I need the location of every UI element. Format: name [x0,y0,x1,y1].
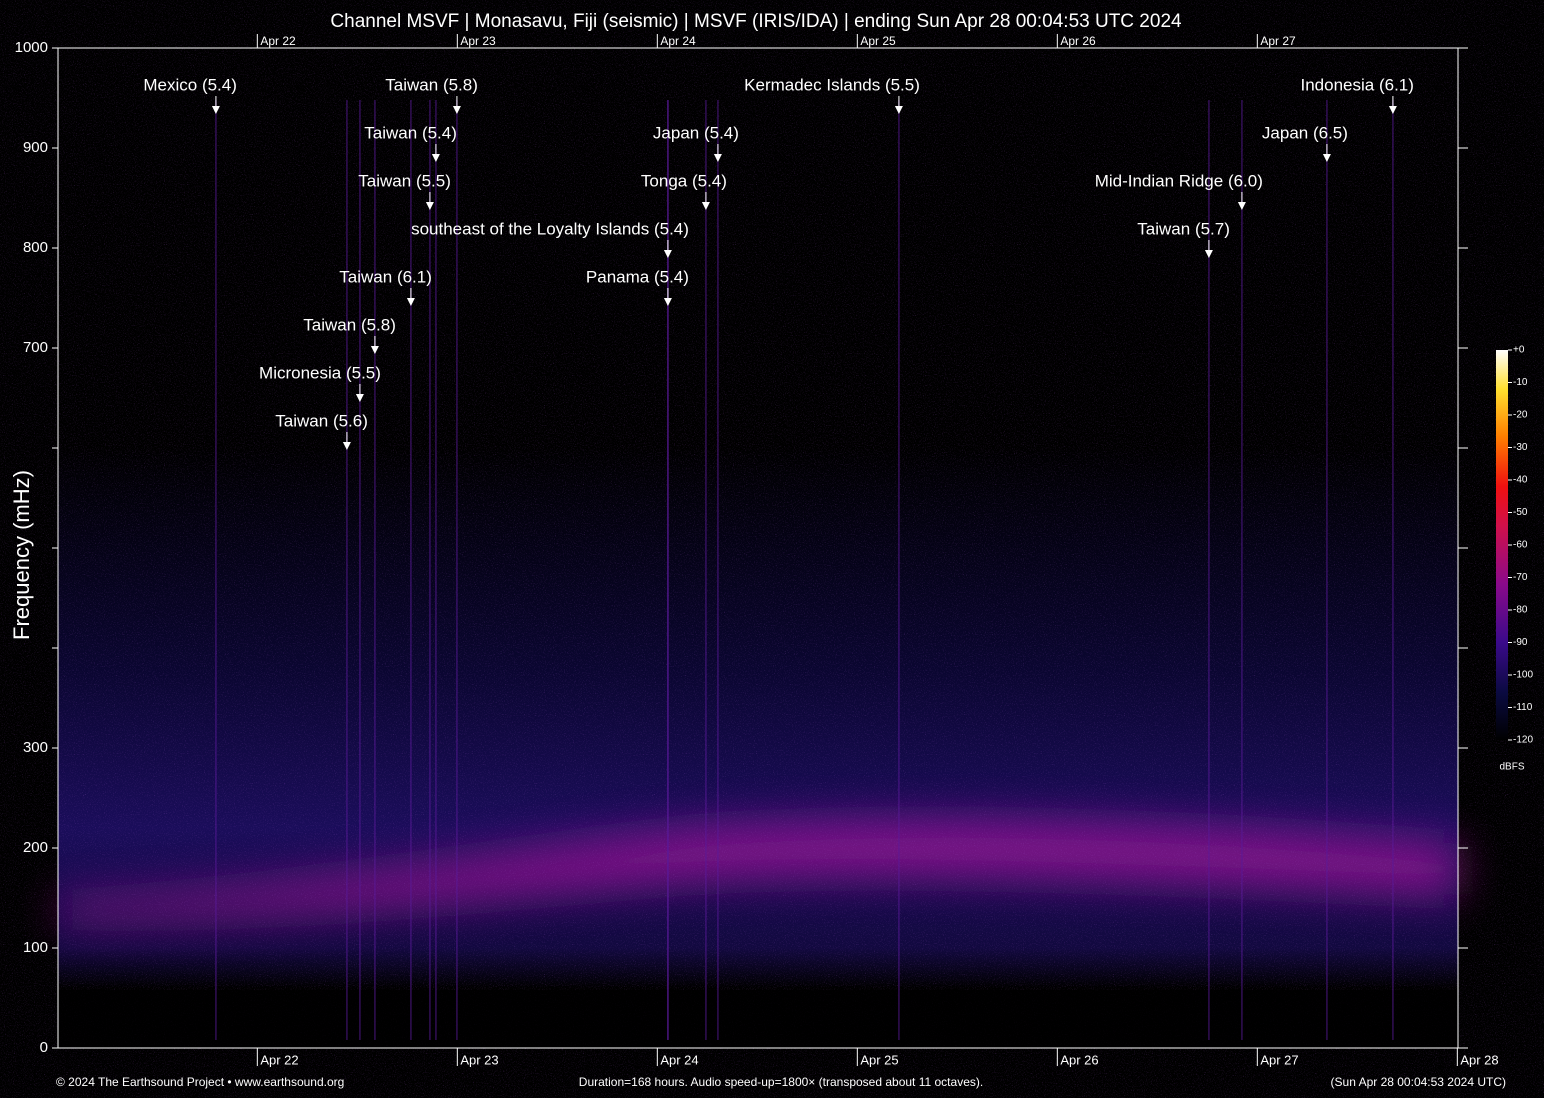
annotation-arrowhead [1237,202,1246,210]
annotation-arrowhead [663,250,672,258]
colorbar-tick-label: -120 [1513,735,1533,746]
annotation-label: Micronesia (5.5) [259,363,381,382]
x-tick-label-top: Apr 26 [1060,34,1096,48]
x-tick-label-top: Apr 25 [860,34,896,48]
x-tick-label: Apr 25 [860,1052,898,1067]
x-tick-label: Apr 26 [1060,1052,1098,1067]
annotation-label: Taiwan (5.6) [275,411,368,430]
annotation-arrowhead [663,298,672,306]
annotation-label: Indonesia (6.1) [1301,75,1414,94]
x-tick-label-top: Apr 22 [260,34,296,48]
annotation-label: Mid-Indian Ridge (6.0) [1095,171,1263,190]
y-tick-label: 200 [23,839,48,856]
footer-center: Duration=168 hours. Audio speed-up=1800×… [579,1075,983,1089]
x-tick-label: Apr 27 [1260,1052,1298,1067]
colorbar-tick-label: -70 [1513,572,1528,583]
spectrogram-background [58,48,1458,1048]
annotation-arrowhead [1388,106,1397,114]
y-tick-label: 300 [23,739,48,756]
x-tick-label-top: Apr 23 [460,34,496,48]
colorbar-tick-label: -100 [1513,670,1533,681]
annotation-label: Taiwan (5.8) [303,315,396,334]
annotation-arrowhead [1204,250,1213,258]
y-tick-label: 800 [23,239,48,256]
colorbar-tick-label: -20 [1513,410,1528,421]
colorbar-tick-label: -50 [1513,507,1528,518]
x-tick-label: Apr 28 [1460,1052,1498,1067]
annotation-arrowhead [431,154,440,162]
annotation-arrowhead [370,346,379,354]
annotation-arrowhead [342,442,351,450]
colorbar-tick-label: -10 [1513,377,1528,388]
footer-right: (Sun Apr 28 00:04:53 2024 UTC) [1331,1075,1506,1089]
annotation-label: Japan (6.5) [1262,123,1348,142]
colorbar-tick-label: -60 [1513,540,1528,551]
annotation-label: Taiwan (5.4) [364,123,457,142]
y-tick-label: 0 [40,1039,48,1056]
annotation-label: Tonga (5.4) [641,171,727,190]
annotation-arrowhead [425,202,434,210]
annotation-label: southeast of the Loyalty Islands (5.4) [411,219,689,238]
annotation-arrowhead [713,154,722,162]
colorbar-tick-label: -30 [1513,442,1528,453]
colorbar [1496,350,1508,740]
y-tick-label: 900 [23,139,48,156]
annotation-label: Taiwan (6.1) [339,267,432,286]
y-axis-label: Frequency (mHz) [9,470,34,640]
annotation-label: Taiwan (5.7) [1137,219,1230,238]
annotation-arrowhead [355,394,364,402]
annotation-label: Mexico (5.4) [143,75,237,94]
y-tick-label: 1000 [15,39,48,56]
footer-left: © 2024 The Earthsound Project • www.eart… [56,1075,344,1089]
annotation-label: Kermadec Islands (5.5) [744,75,920,94]
annotation-label: Taiwan (5.8) [385,75,478,94]
annotation-arrowhead [1322,154,1331,162]
chart-title: Channel MSVF | Monasavu, Fiji (seismic) … [330,11,1182,32]
x-tick-label: Apr 23 [460,1052,498,1067]
colorbar-label: dBFS [1499,762,1524,773]
colorbar-tick-label: -90 [1513,637,1528,648]
colorbar-tick-label: -80 [1513,605,1528,616]
annotation-arrowhead [211,106,220,114]
x-tick-label: Apr 24 [660,1052,698,1067]
annotation-label: Taiwan (5.5) [358,171,451,190]
annotation-label: Japan (5.4) [653,123,739,142]
colorbar-tick-label: -110 [1513,702,1533,713]
colorbar-tick-label: -40 [1513,475,1528,486]
colorbar-tick-label: +0 [1513,345,1525,356]
x-tick-label-top: Apr 24 [660,34,696,48]
annotation-arrowhead [701,202,710,210]
y-tick-label: 100 [23,939,48,956]
annotation-label: Panama (5.4) [586,267,689,286]
x-tick-label-top: Apr 27 [1260,34,1296,48]
annotation-arrowhead [894,106,903,114]
annotation-arrowhead [406,298,415,306]
annotation-arrowhead [452,106,461,114]
x-tick-label: Apr 22 [260,1052,298,1067]
y-tick-label: 700 [23,339,48,356]
